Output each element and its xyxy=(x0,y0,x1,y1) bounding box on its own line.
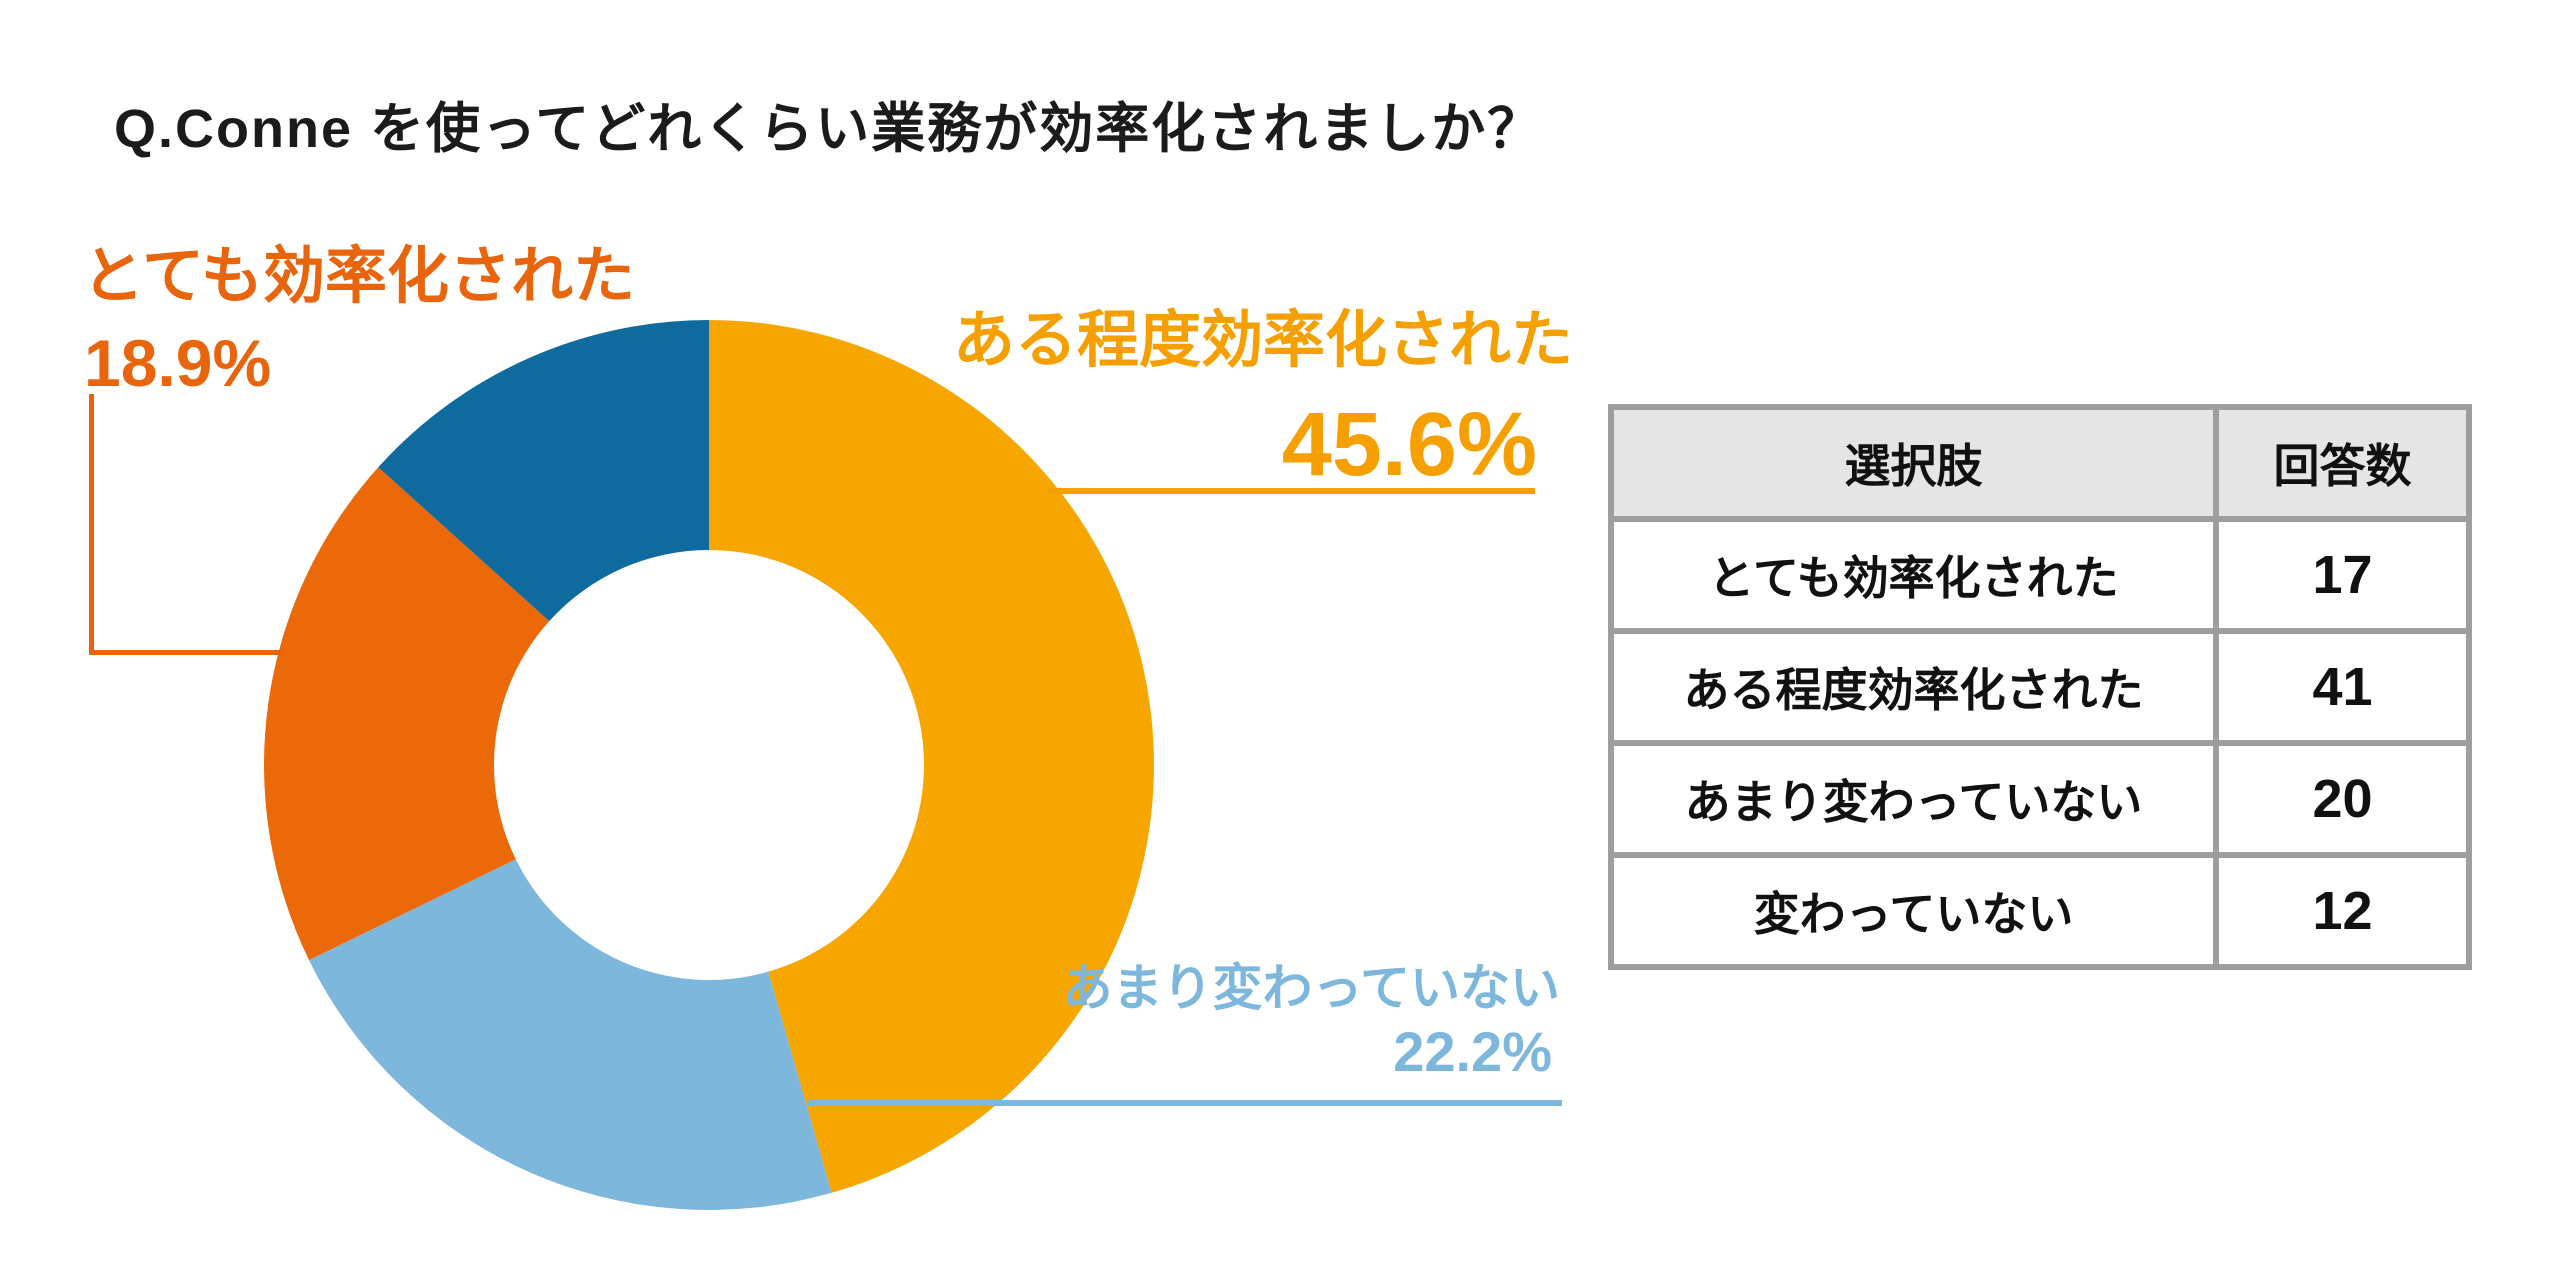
table-cell-choice: ある程度効率化された xyxy=(1608,628,2219,746)
donut-chart xyxy=(264,320,1154,1210)
table-header-count: 回答数 xyxy=(2213,404,2472,522)
table-cell-count: 12 xyxy=(2213,852,2472,970)
table-cell-count: 20 xyxy=(2213,740,2472,858)
leader-line-very-vertical xyxy=(89,394,94,655)
callout-somewhat-percentage: 45.6% xyxy=(1281,395,1537,495)
callout-not-much-label: あまり変わっていない xyxy=(1062,960,1561,1016)
donut-slice-0 xyxy=(709,320,1154,1193)
table-cell-count: 41 xyxy=(2213,628,2472,746)
leader-line-very-horizontal xyxy=(89,650,283,655)
table-header-choice: 選択肢 xyxy=(1608,404,2219,522)
table-cell-count: 17 xyxy=(2213,516,2472,634)
table-row: 変わっていない 12 xyxy=(1608,852,2472,970)
results-table: 選択肢 回答数 とても効率化された 17 ある程度効率化された 41 あまり変わ… xyxy=(1608,404,2472,970)
table-row: あまり変わっていない 20 xyxy=(1608,740,2472,858)
table-header-row: 選択肢 回答数 xyxy=(1608,404,2472,522)
callout-very-percentage: 18.9% xyxy=(84,326,272,400)
callout-not-much-percentage: 22.2% xyxy=(1393,1020,1552,1083)
table-cell-choice: あまり変わっていない xyxy=(1608,740,2219,858)
donut-slice-1 xyxy=(309,859,832,1210)
leader-line-not-much xyxy=(807,1100,1562,1106)
donut-slice-2 xyxy=(264,467,550,961)
table-cell-choice: とても効率化された xyxy=(1608,516,2219,634)
leader-line-somewhat xyxy=(1048,488,1535,494)
donut-slice-3 xyxy=(378,320,709,622)
callout-somewhat-label: ある程度効率化された xyxy=(953,306,1574,375)
callout-very-label: とても効率化された xyxy=(82,242,636,311)
table-row: ある程度効率化された 41 xyxy=(1608,628,2472,746)
table-cell-choice: 変わっていない xyxy=(1608,852,2219,970)
table-row: とても効率化された 17 xyxy=(1608,516,2472,634)
page-title: Q.Conne を使ってどれくらい業務が効率化されましか？ xyxy=(114,99,1544,159)
